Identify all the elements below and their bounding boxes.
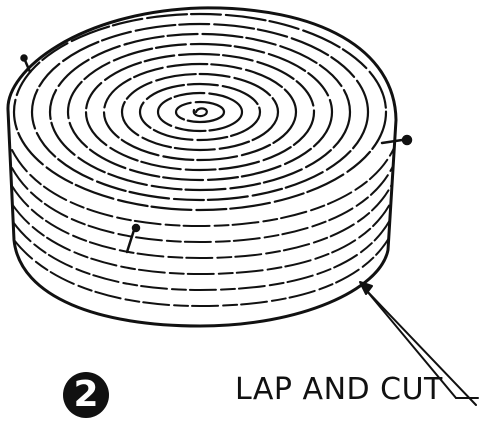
coil-outline	[6, 6, 398, 328]
coil-top-rings	[12, 12, 388, 212]
pin-icon	[20, 54, 32, 74]
callout-label: LAP AND CUT	[235, 372, 443, 407]
step-number-badge: 2	[63, 372, 109, 418]
pin-icon	[380, 134, 413, 146]
callout-arrow	[359, 281, 479, 406]
pin-icon	[125, 223, 141, 254]
coil-side-layers	[11, 147, 395, 307]
